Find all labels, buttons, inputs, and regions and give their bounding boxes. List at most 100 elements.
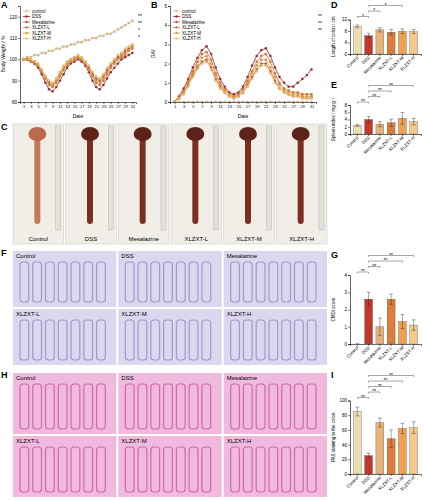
tick-label: 31: [131, 104, 136, 109]
tick-mark: [348, 112, 350, 113]
tick-mark: [348, 327, 350, 328]
tick-mark: [18, 81, 20, 82]
tick-label: 29: [301, 104, 306, 109]
series-line: [24, 44, 133, 82]
tick-mark: [402, 54, 403, 56]
tick: 0: [344, 52, 350, 57]
series-point: [274, 82, 276, 84]
tick-mark: [348, 43, 350, 44]
tick-label: 0: [164, 100, 167, 105]
series-point: [102, 35, 104, 37]
series-point: [106, 71, 108, 73]
tick: 4: [164, 23, 170, 28]
tick: 40: [342, 443, 350, 448]
series-point: [292, 95, 294, 97]
series-point: [30, 60, 32, 62]
significance: **: [372, 93, 376, 99]
series-point: [205, 60, 207, 62]
series-point: [66, 45, 68, 47]
tick-label: 3: [344, 290, 347, 295]
photo-label: XLZXT-H: [227, 311, 252, 317]
tick: 2: [164, 62, 170, 67]
bar: [410, 32, 418, 54]
series-point: [292, 85, 294, 87]
image-panel: ControlDSSMesalazineXLZXT-LXLZXT-MXLZXT-…: [13, 124, 327, 244]
significance: *: [373, 7, 375, 13]
error-bar: [389, 294, 393, 304]
legend-label: control: [32, 9, 46, 14]
tick: Control: [346, 134, 360, 149]
legend-label: XLZXT-L: [182, 25, 200, 30]
tick-label: 23: [273, 104, 278, 109]
tick-label: 0: [344, 472, 347, 477]
bar: [353, 412, 361, 474]
x-axis-title: Date: [73, 113, 84, 119]
photo-crypt: [33, 262, 42, 302]
photo-crypt: [20, 447, 29, 492]
error-bar: [389, 30, 393, 35]
photo-crypt: [269, 447, 278, 492]
plot-area: [353, 113, 417, 134]
photo-crypt: [125, 320, 134, 360]
tick-label: 120: [9, 15, 17, 20]
series-point: [242, 91, 244, 93]
photo-label: XLZXT-L: [16, 438, 40, 444]
tick: 1: [164, 81, 170, 86]
photo-crypt: [243, 320, 252, 360]
tick-label: 23: [102, 104, 107, 109]
tick-mark: [348, 474, 350, 475]
tick: 4: [344, 40, 350, 45]
series-point: [95, 82, 97, 84]
tick-label: 13: [228, 104, 233, 109]
tick-label: 1: [23, 104, 26, 109]
photo-crypt: [256, 384, 265, 429]
tick-label: 4: [344, 40, 347, 45]
photo-cecum: [134, 127, 152, 141]
tick: 4: [344, 117, 350, 122]
series-point: [88, 39, 90, 41]
tick-label: 90: [12, 79, 18, 84]
tick-mark: [348, 275, 350, 276]
series-point: [255, 64, 257, 66]
tick-label: 8: [344, 29, 347, 34]
tick-mark: [402, 134, 403, 136]
tick-label: 7: [45, 104, 48, 109]
photo-label: XLZXT-M: [121, 438, 146, 444]
tick-label: Control: [346, 345, 360, 359]
significance: **: [389, 82, 393, 88]
tick-label: 2: [344, 125, 347, 130]
series-point: [30, 60, 32, 62]
series-point: [48, 88, 50, 90]
photo-crypt: [282, 320, 291, 360]
series-point: [77, 58, 79, 60]
error-bar: [378, 418, 382, 427]
series-point: [48, 79, 50, 81]
bar-chart: ControlDSSMesalazineXLZXT-LXLZXT-MXLZXT-…: [344, 252, 421, 365]
photo-ruler: [319, 126, 324, 230]
series-point: [269, 60, 271, 62]
series-point: [242, 91, 244, 93]
series-point: [120, 54, 122, 56]
series-point: [113, 67, 115, 69]
series-point: [95, 75, 97, 77]
panel-label: E: [331, 80, 337, 90]
photo-crypt: [97, 447, 106, 492]
series-point: [70, 58, 72, 60]
y-axis-title: Length of colon / cm: [331, 16, 336, 57]
error-bar: [378, 318, 382, 335]
photo-crypt: [243, 447, 252, 492]
error-bar: [412, 30, 416, 34]
photo-label: Control: [16, 375, 35, 381]
tick-label: 21: [94, 104, 99, 109]
photo-crypt: [138, 384, 147, 429]
legend-swatch: [23, 27, 30, 28]
series-point: [70, 58, 72, 60]
series-point: [173, 101, 175, 102]
legend-swatch: [173, 27, 180, 28]
series-point: [237, 95, 239, 97]
tick-mark: [391, 134, 392, 136]
photo-crypt: [151, 447, 160, 492]
series-point: [26, 58, 28, 60]
series-point: [287, 93, 289, 95]
legend-item: Mesalazine: [23, 20, 55, 25]
